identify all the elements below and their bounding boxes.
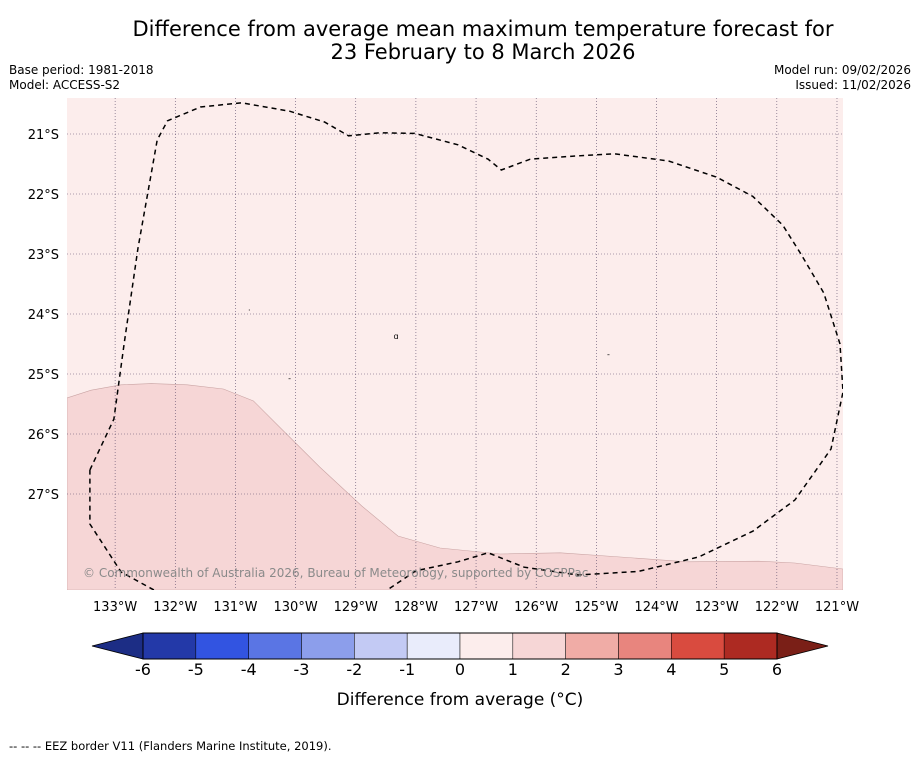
island-mark: - <box>288 374 291 383</box>
colorbar-tick-label: -5 <box>188 660 204 679</box>
y-tick-label: 27°S <box>28 488 59 503</box>
x-tick-label: 130°W <box>274 600 318 615</box>
colorbar-segment <box>671 632 725 660</box>
colorbar-segment <box>195 632 249 660</box>
island-mark: ɑ <box>394 332 399 341</box>
footer-legend: -- -- -- EEZ border V11 (Flanders Marine… <box>9 739 332 753</box>
colorbar-tick-label: 4 <box>666 660 676 679</box>
y-axis-ticks: 21°S 22°S 23°S 24°S 25°S 26°S 27°S <box>28 128 59 503</box>
y-tick-label: 22°S <box>28 188 59 203</box>
colorbar-tick-label: -4 <box>241 660 257 679</box>
x-tick-label: 126°W <box>514 600 558 615</box>
colorbar: -6 -5 -4 -3 -2 -1 0 1 2 3 4 5 6 <box>91 632 829 679</box>
colorbar-segment <box>406 632 461 660</box>
meta-left: Base period: 1981-2018 Model: ACCESS-S2 <box>9 63 154 93</box>
x-tick-label: 123°W <box>695 600 739 615</box>
issued-date: Issued: 11/02/2026 <box>795 78 911 92</box>
colorbar-segment <box>354 632 408 660</box>
x-tick-label: 132°W <box>153 600 197 615</box>
title-line-2: 23 February to 8 March 2026 <box>330 40 636 64</box>
x-tick-label: 131°W <box>213 600 257 615</box>
colorbar-under-arrow <box>91 632 144 660</box>
islands: · ɑ - - <box>248 306 610 383</box>
x-tick-label: 124°W <box>634 600 678 615</box>
colorbar-tick-label: 3 <box>613 660 623 679</box>
colorbar-tick-label: -3 <box>294 660 310 679</box>
colorbar-over-arrow <box>776 632 829 660</box>
colorbar-tick-label: -6 <box>135 660 151 679</box>
island-mark: - <box>607 350 610 359</box>
model-name: Model: ACCESS-S2 <box>9 78 121 92</box>
colorbar-segment <box>459 632 514 660</box>
colorbar-segment <box>512 632 566 660</box>
colorbar-tick-label: -1 <box>399 660 415 679</box>
y-tick-label: 24°S <box>28 308 59 323</box>
copyright-notice: © Commonwealth of Australia 2026, Bureau… <box>83 566 588 580</box>
colorbar-tick-label: -2 <box>346 660 362 679</box>
colorbar-segment <box>723 632 778 660</box>
x-tick-label: 133°W <box>93 600 137 615</box>
island-mark: · <box>248 306 251 315</box>
colorbar-segment <box>618 632 672 660</box>
x-tick-label: 127°W <box>454 600 498 615</box>
colorbar-tick-label: 1 <box>508 660 518 679</box>
chart-title: Difference from average mean maximum tem… <box>80 18 886 64</box>
x-tick-label: 121°W <box>815 600 859 615</box>
y-tick-label: 26°S <box>28 428 59 443</box>
colorbar-segment <box>248 632 302 660</box>
forecast-map-chart: · ɑ - - 133°W 132°W 131°W 130°W 129°W 128°W 127°W… <box>28 98 859 710</box>
x-tick-label: 122°W <box>755 600 799 615</box>
region-1-to-2 <box>67 383 843 590</box>
y-tick-label: 25°S <box>28 368 59 383</box>
colorbar-tick-label: 6 <box>772 660 782 679</box>
colorbar-label: Difference from average (°C) <box>337 690 584 710</box>
model-run: Model run: 09/02/2026 <box>773 63 911 77</box>
x-tick-label: 129°W <box>334 600 378 615</box>
colorbar-segment <box>565 632 619 660</box>
colorbar-tick-label: 5 <box>719 660 729 679</box>
x-axis-ticks: 133°W 132°W 131°W 130°W 129°W 128°W 127°W 126°W… <box>93 600 859 615</box>
colorbar-tick-label: 0 <box>455 660 465 679</box>
gridlines <box>67 98 843 590</box>
title-line-1: Difference from average mean maximum tem… <box>132 17 834 41</box>
y-tick-label: 21°S <box>28 128 59 143</box>
colorbar-segment <box>142 632 197 660</box>
x-tick-label: 128°W <box>394 600 438 615</box>
meta-right: Model run: 09/02/2026 Issued: 11/02/2026 <box>774 63 911 93</box>
colorbar-segment <box>301 632 355 660</box>
eez-border <box>89 102 843 590</box>
base-period: Base period: 1981-2018 <box>9 63 154 77</box>
colorbar-tick-label: 2 <box>561 660 571 679</box>
x-tick-label: 125°W <box>574 600 618 615</box>
y-tick-label: 23°S <box>28 248 59 263</box>
colorbar-frame <box>142 632 778 660</box>
